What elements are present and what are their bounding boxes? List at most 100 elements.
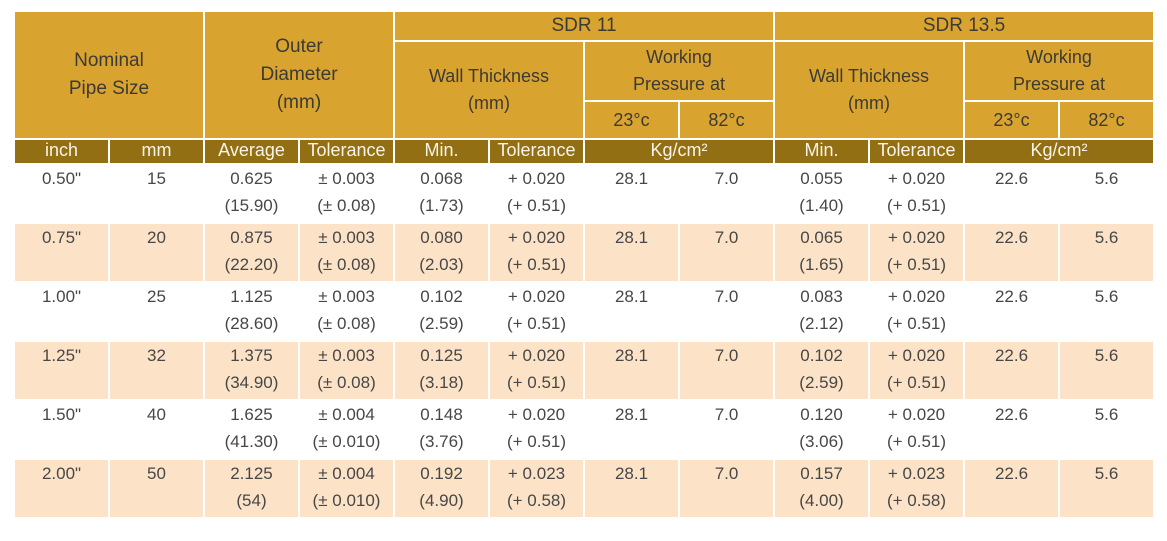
cell-sdr11_min: 0.102 (2.59): [393, 280, 491, 342]
cell-inch: 1.25": [13, 339, 110, 401]
cell-sdr135_wp23: 22.6: [963, 398, 1061, 460]
subheader-tolerance-sdr135: Tolerance: [868, 137, 966, 165]
cell-line: ± 0.003: [318, 168, 375, 188]
cell-sdr11_tol: + 0.020 (+ 0.51): [488, 280, 586, 342]
cell-line: 22.6: [994, 286, 1029, 306]
cell-sdr11_wp23: 28.1: [583, 221, 681, 283]
cell-mm: 15: [108, 162, 205, 224]
cell-line: (± 0.08): [317, 372, 376, 392]
cell-line: (1.65): [799, 254, 844, 274]
cell-line: 0.157: [800, 463, 843, 483]
cell-line: 2.125: [230, 463, 273, 483]
cell-line: (± 0.08): [317, 313, 376, 333]
cell-sdr11_wp82: 7.0: [678, 162, 776, 224]
cell-line: 22.6: [994, 404, 1029, 424]
cell-sdr11_min: 0.080 (2.03): [393, 221, 491, 283]
cell-sdr135_wp23: 22.6: [963, 162, 1061, 224]
table-body: 0.50" 15 0.625 (15.90) ± 0.003 (± 0.08) 0.068 (…: [13, 162, 1156, 519]
cell-line: 40: [147, 404, 166, 424]
cell-line: 28.1: [614, 286, 649, 306]
cell-line: 7.0: [714, 168, 739, 188]
cell-mm: 20: [108, 221, 205, 283]
cell-od_tol: ± 0.003 (± 0.08): [297, 221, 396, 283]
cell-od_tol: ± 0.004 (± 0.010): [297, 398, 396, 460]
cell-line: 0.192: [420, 463, 463, 483]
cell-line: 0.125: [420, 345, 463, 365]
cell-line: + 0.020: [887, 404, 946, 424]
cell-line: 20: [147, 227, 166, 247]
cell-line: + 0.020: [887, 345, 946, 365]
cell-line: 25: [147, 286, 166, 306]
cell-sdr11_wp23: 28.1: [583, 457, 681, 519]
header-sdr11: SDR 11: [393, 10, 776, 42]
cell-line: (+ 0.51): [506, 431, 567, 451]
cell-od_avg: 0.625 (15.90): [203, 162, 300, 224]
table-row: 0.50" 15 0.625 (15.90) ± 0.003 (± 0.08) 0.068 (…: [13, 162, 1156, 224]
cell-line: (28.60): [224, 313, 279, 333]
header-temp-82c-sdr11: 82°c: [678, 99, 776, 140]
cell-sdr135_wp23: 22.6: [963, 280, 1061, 342]
cell-line: (3.76): [419, 431, 464, 451]
header-sdr135: SDR 13.5: [773, 10, 1156, 42]
cell-line: + 0.020: [507, 227, 566, 247]
cell-line: (+ 0.51): [506, 372, 567, 392]
cell-sdr135_tol: + 0.020 (+ 0.51): [868, 398, 966, 460]
cell-od_tol: ± 0.003 (± 0.08): [297, 339, 396, 401]
header-wall-thickness-sdr11: Wall Thickness (mm): [393, 39, 586, 140]
cell-sdr11_wp23: 28.1: [583, 280, 681, 342]
cell-line: 0.120: [800, 404, 843, 424]
cell-line: 22.6: [994, 168, 1029, 188]
cell-line: 5.6: [1094, 345, 1119, 365]
table-row: 0.75" 20 0.875 (22.20) ± 0.003 (± 0.08) 0.080 (…: [13, 221, 1156, 283]
cell-line: ± 0.003: [318, 227, 375, 247]
cell-line: 0.055: [800, 168, 843, 188]
cell-line: (+ 0.51): [886, 313, 947, 333]
table-row: 1.25" 32 1.375 (34.90) ± 0.003 (± 0.08) 0.125 (…: [13, 339, 1156, 401]
cell-line: (54): [236, 490, 267, 510]
cell-line: (41.30): [224, 431, 279, 451]
cell-sdr135_wp82: 5.6: [1058, 457, 1156, 519]
subheader-tolerance-od: Tolerance: [297, 137, 396, 165]
cell-sdr135_tol: + 0.020 (+ 0.51): [868, 339, 966, 401]
cell-sdr11_wp82: 7.0: [678, 280, 776, 342]
cell-sdr11_min: 0.068 (1.73): [393, 162, 491, 224]
cell-line: (+ 0.51): [506, 195, 567, 215]
cell-od_tol: ± 0.004 (± 0.010): [297, 457, 396, 519]
cell-line: 0.065: [800, 227, 843, 247]
cell-line: 5.6: [1094, 168, 1119, 188]
cell-mm: 25: [108, 280, 205, 342]
cell-line: (4.90): [419, 490, 464, 510]
cell-line: 7.0: [714, 404, 739, 424]
cell-sdr11_wp82: 7.0: [678, 221, 776, 283]
cell-sdr135_min: 0.157 (4.00): [773, 457, 871, 519]
cell-line: + 0.020: [507, 404, 566, 424]
cell-od_avg: 2.125 (54): [203, 457, 300, 519]
cell-line: (+ 0.58): [506, 490, 567, 510]
header-temp-82c-sdr135: 82°c: [1058, 99, 1156, 140]
cell-line: (+ 0.51): [886, 254, 947, 274]
cell-inch: 0.50": [13, 162, 110, 224]
cell-line: ± 0.003: [318, 345, 375, 365]
cell-line: (± 0.010): [312, 431, 381, 451]
cell-sdr11_tol: + 0.023 (+ 0.58): [488, 457, 586, 519]
cell-sdr135_wp82: 5.6: [1058, 162, 1156, 224]
cell-line: 28.1: [614, 227, 649, 247]
header-temp-23c-sdr11: 23°c: [583, 99, 681, 140]
cell-line: (2.59): [419, 313, 464, 333]
cell-od_tol: ± 0.003 (± 0.08): [297, 162, 396, 224]
cell-od_avg: 1.625 (41.30): [203, 398, 300, 460]
cell-sdr135_tol: + 0.023 (+ 0.58): [868, 457, 966, 519]
cell-line: 22.6: [994, 345, 1029, 365]
cell-mm: 50: [108, 457, 205, 519]
cell-line: 7.0: [714, 345, 739, 365]
header-working-pressure-sdr135: Working Pressure at: [963, 39, 1156, 102]
cell-inch: 1.50": [13, 398, 110, 460]
cell-line: (4.00): [799, 490, 844, 510]
cell-line: 1.375: [230, 345, 273, 365]
pipe-specification-table: Nominal Pipe Size Outer Diameter (mm) SD…: [13, 10, 1156, 519]
cell-line: 0.068: [420, 168, 463, 188]
cell-sdr135_min: 0.055 (1.40): [773, 162, 871, 224]
cell-line: 0.625: [230, 168, 273, 188]
cell-line: (15.90): [224, 195, 279, 215]
cell-line: (2.03): [419, 254, 464, 274]
